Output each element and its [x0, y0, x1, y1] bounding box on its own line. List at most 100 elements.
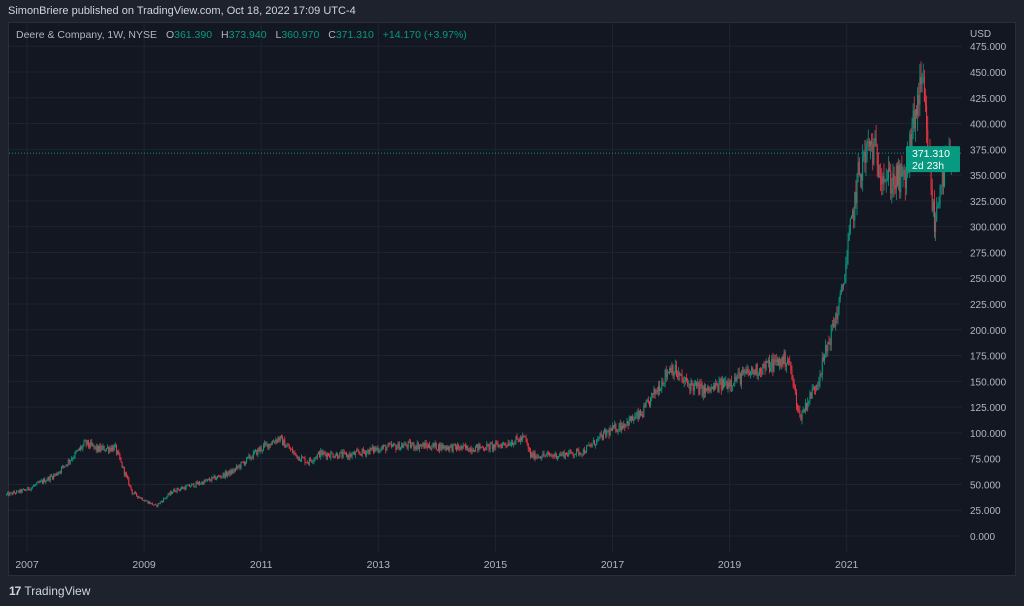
candle-body — [903, 169, 905, 174]
candle — [852, 208, 854, 219]
candle-body — [605, 430, 607, 436]
candle — [133, 491, 135, 495]
candle — [277, 435, 279, 444]
candle — [830, 324, 832, 351]
last-price-label: 371.310 — [912, 148, 950, 160]
candle-body — [233, 469, 235, 472]
candle — [696, 381, 698, 389]
candle-body — [857, 162, 859, 175]
candle — [47, 476, 49, 481]
candle — [259, 445, 261, 455]
candle — [249, 454, 251, 460]
candle-body — [543, 453, 545, 456]
candle-body — [323, 451, 325, 453]
candle-body — [877, 165, 879, 177]
candle — [784, 349, 786, 371]
candle-body — [165, 497, 167, 499]
candles — [6, 61, 952, 508]
candle — [190, 485, 192, 488]
candle-body — [643, 405, 645, 417]
candle — [488, 444, 490, 453]
candle — [334, 453, 336, 459]
candle-body — [608, 430, 610, 436]
candle-body — [522, 435, 524, 440]
candle-body — [54, 474, 56, 476]
candle — [616, 428, 618, 433]
candle-body — [556, 456, 558, 459]
candle-body — [82, 445, 84, 449]
candle — [657, 381, 659, 397]
candle-body — [141, 497, 143, 501]
candle-body — [216, 476, 218, 479]
candle-body — [665, 369, 667, 377]
candle — [409, 439, 411, 449]
candle — [914, 109, 916, 142]
candle-body — [295, 452, 297, 456]
candle-body — [472, 450, 474, 452]
candle — [12, 490, 14, 495]
candle-body — [616, 431, 618, 433]
candle-body — [313, 459, 315, 462]
candle-body — [923, 77, 925, 102]
candle — [840, 283, 842, 296]
candle — [313, 457, 315, 465]
candle-body — [190, 486, 192, 488]
y-tick-label: 125.000 — [970, 403, 1007, 414]
candle-body — [597, 438, 599, 440]
candle — [331, 451, 333, 454]
candle — [112, 444, 114, 453]
candle-body — [341, 452, 343, 457]
candle — [231, 468, 233, 475]
candle-body — [284, 439, 286, 448]
chart-frame[interactable] — [8, 22, 1016, 576]
candle-body — [152, 504, 154, 506]
candle-body — [86, 440, 88, 445]
candle-body — [801, 412, 803, 421]
candle-body — [27, 487, 29, 491]
candle — [531, 451, 533, 458]
candle-body — [889, 168, 891, 171]
candle — [707, 384, 709, 394]
candle — [481, 445, 483, 448]
candle — [763, 361, 765, 369]
candle-body — [815, 389, 817, 391]
candle-body — [881, 177, 883, 185]
candle — [423, 441, 425, 449]
candle-body — [740, 373, 742, 384]
candle-body — [473, 451, 475, 453]
candle-body — [478, 444, 480, 451]
candle-body — [940, 185, 942, 187]
tradingview-brand[interactable]: 17 TradingView — [9, 584, 90, 598]
candle — [374, 446, 376, 454]
candle — [592, 437, 594, 444]
candle — [755, 363, 757, 376]
candle — [121, 461, 123, 468]
symbol-name[interactable]: Deere & Company, 1W, NYSE — [16, 29, 158, 41]
candle — [734, 373, 736, 387]
candle-body — [530, 450, 532, 457]
candle-body — [840, 286, 842, 294]
candle-body — [794, 385, 796, 392]
candle — [916, 105, 918, 119]
candle — [576, 448, 578, 457]
candle-body — [151, 502, 153, 505]
candle-body — [716, 382, 718, 386]
candle-body — [927, 129, 929, 154]
candle-body — [752, 368, 754, 375]
candle-body — [392, 445, 394, 447]
candle — [764, 360, 766, 375]
open-value: 361.390 — [174, 29, 213, 41]
candle — [256, 449, 258, 456]
candle-body — [64, 466, 66, 467]
candle-body — [265, 443, 267, 444]
candle-body — [43, 479, 45, 483]
candle-body — [763, 363, 765, 366]
candle-body — [167, 493, 169, 497]
candle — [197, 481, 199, 486]
candle — [841, 284, 843, 292]
candle-body — [103, 446, 105, 451]
candle-body — [291, 448, 293, 450]
candle-body — [304, 457, 306, 463]
candle — [527, 442, 529, 452]
